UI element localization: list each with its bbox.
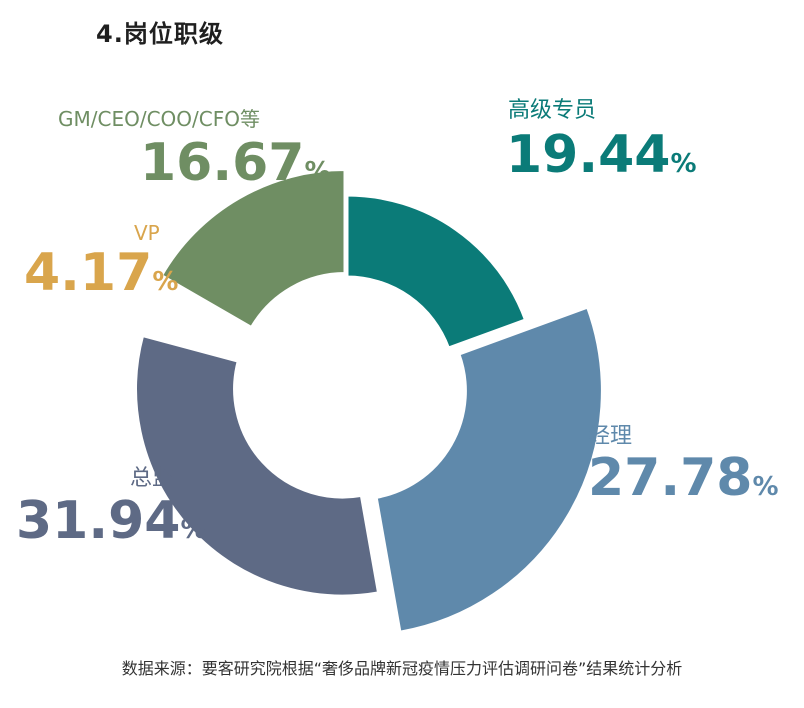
- slice-value-number: 27.78: [588, 448, 752, 508]
- slice-value: 19.44%: [506, 125, 697, 185]
- slice-value: 31.94%: [16, 491, 207, 551]
- chart-title: 4.岗位职级: [96, 20, 224, 48]
- donut-slice: [374, 305, 604, 635]
- slice-label: 高级专员: [508, 98, 596, 123]
- source-note: 数据来源：要客研究院根据“奢侈品牌新冠疫情压力评估调研问卷”结果统计分析: [121, 659, 683, 678]
- donut-slice: [345, 193, 528, 350]
- slice-label: 经理: [588, 424, 632, 449]
- slice-value-unit: %: [180, 515, 206, 545]
- slice-value-unit: %: [670, 149, 696, 179]
- slice-value-number: 4.17: [24, 243, 152, 303]
- slice-value-unit: %: [304, 157, 330, 187]
- labels-layer: 高级专员19.44%经理27.78%总监31.94%VP4.17%GM/CEO/…: [16, 98, 779, 551]
- donut-slice: [134, 333, 381, 598]
- slice-label: 总监: [130, 466, 174, 491]
- slice-value: 27.78%: [588, 448, 779, 508]
- slice-label: GM/CEO/COO/CFO等: [58, 107, 260, 131]
- slice-value-unit: %: [152, 267, 178, 297]
- slice-label: VP: [134, 221, 160, 245]
- donut-hole: [240, 278, 454, 492]
- slice-value: 16.67%: [140, 133, 331, 193]
- slice-value: 4.17%: [24, 243, 178, 303]
- slice-value-number: 19.44: [506, 125, 670, 185]
- donut-slice: [159, 168, 347, 330]
- slice-value-unit: %: [752, 472, 778, 502]
- slice-value-number: 16.67: [140, 133, 304, 193]
- slice-value-number: 31.94: [16, 491, 180, 551]
- slices-layer: [134, 168, 604, 635]
